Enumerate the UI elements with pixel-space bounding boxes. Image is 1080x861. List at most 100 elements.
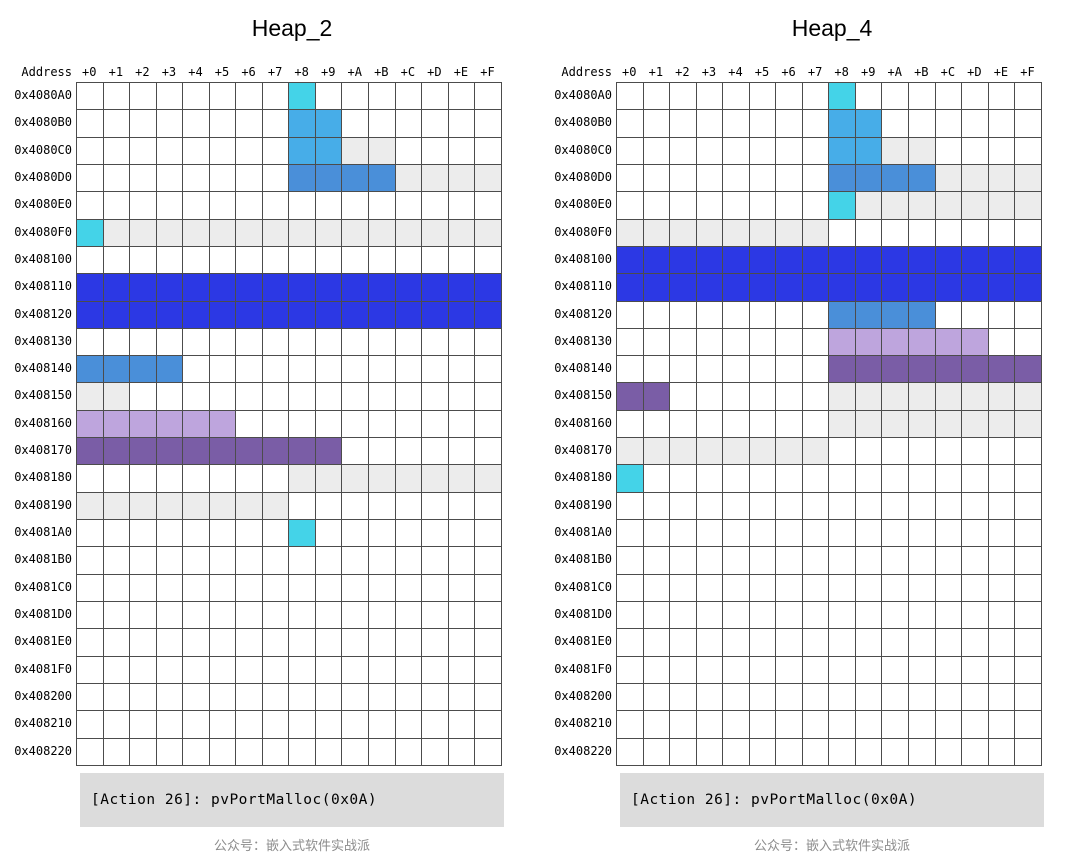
- heap-cell: [935, 110, 963, 138]
- heap-cell: [342, 83, 370, 111]
- panel-title: Heap_4: [791, 15, 873, 41]
- heap-cell: [802, 301, 830, 329]
- heap-cell: [935, 246, 963, 275]
- heap-cell: [475, 465, 502, 493]
- heap-cell: [643, 274, 671, 302]
- heap-cell: [617, 465, 644, 493]
- heap-cell: [1015, 110, 1042, 138]
- heap-cell: [670, 547, 697, 575]
- heap-cell: [369, 219, 396, 247]
- heap-cell: [130, 383, 157, 411]
- heap-cell: [262, 110, 290, 138]
- heap-cell: [103, 711, 131, 739]
- heap-cell: [422, 601, 449, 630]
- heap-cell: [422, 574, 449, 602]
- heap-cell: [802, 328, 830, 357]
- heap-cell: [236, 438, 263, 466]
- heap-cell: [209, 219, 237, 247]
- row-address-label: 0x4081A0: [554, 525, 612, 539]
- heap-cell: [829, 711, 856, 739]
- column-header: +B: [914, 65, 929, 79]
- heap-cell: [315, 246, 343, 275]
- grid-header-row: Address +0 +1 +2 +3 +4 +5 +6 +7 +8 +9 +A +B +C +D +E +F: [540, 62, 1080, 82]
- heap-cell: [643, 601, 671, 630]
- heap-cell: [103, 356, 131, 384]
- heap-cell: [723, 246, 750, 275]
- heap-cell: [395, 492, 423, 520]
- heap-cell: [723, 137, 750, 165]
- heap-cell: [829, 683, 856, 712]
- heap-cell: [289, 711, 316, 739]
- heap-cell: [236, 738, 263, 766]
- heap-cell: [988, 410, 1016, 439]
- heap-cell: [209, 110, 237, 138]
- heap-cell: [749, 574, 777, 602]
- heap-cell: [723, 601, 750, 630]
- heap-cell: [422, 83, 449, 111]
- heap-cell: [183, 383, 210, 411]
- column-header: +D: [427, 65, 442, 79]
- column-header: +B: [374, 65, 389, 79]
- heap-cell: [829, 301, 856, 329]
- heap-cell: [749, 547, 777, 575]
- heap-cell: [156, 301, 184, 329]
- heap-cell: [342, 301, 370, 329]
- heap-cell: [369, 465, 396, 493]
- heap-cell: [183, 246, 210, 275]
- heap-cell: [183, 192, 210, 220]
- heap-cell: [315, 356, 343, 384]
- heap-cell: [209, 356, 237, 384]
- heap-cell: [77, 492, 104, 520]
- heap-cell: [342, 465, 370, 493]
- heap-cell: [723, 520, 750, 548]
- heap-cell: [909, 110, 936, 138]
- heap-cell: [369, 656, 396, 684]
- heap-cell: [776, 301, 803, 329]
- heap-cell: [369, 629, 396, 657]
- heap-cell: [262, 274, 290, 302]
- heap-cell: [829, 219, 856, 247]
- heap-cell: [829, 383, 856, 411]
- heap-cell: [422, 110, 449, 138]
- heap-cell: [962, 601, 989, 630]
- heap-cell: [829, 137, 856, 165]
- heap-cell: [395, 547, 423, 575]
- column-header: +2: [675, 65, 690, 79]
- heap-cell: [829, 110, 856, 138]
- heap-cell: [882, 520, 910, 548]
- heap-cell: [855, 192, 883, 220]
- heap-cell: [802, 547, 830, 575]
- row-address-label: 0x4080A0: [554, 88, 612, 102]
- heap-cell: [909, 438, 936, 466]
- heap-cell: [209, 492, 237, 520]
- heap-cell: [1015, 656, 1042, 684]
- heap-cell: [776, 192, 803, 220]
- heap-cell: [262, 438, 290, 466]
- heap-cell: [988, 465, 1016, 493]
- heap-cell: [342, 383, 370, 411]
- heap-cell: [696, 110, 724, 138]
- heap-cell: [315, 274, 343, 302]
- heap-cell: [617, 328, 644, 357]
- heap-cell: [1015, 274, 1042, 302]
- heap-cell: [289, 438, 316, 466]
- heap-cell: [617, 683, 644, 712]
- heap-cell: [749, 301, 777, 329]
- column-header: +9: [320, 65, 336, 79]
- heap-cell: [475, 629, 502, 657]
- heap-cell: [962, 164, 989, 193]
- heap-cell: [262, 738, 290, 766]
- heap-cell: [448, 711, 476, 739]
- heap-cell: [855, 356, 883, 384]
- heap-cell: [262, 629, 290, 657]
- heap-cell: [395, 110, 423, 138]
- heap-cell: [315, 410, 343, 439]
- heap-cell: [77, 465, 104, 493]
- heap-cell: [617, 438, 644, 466]
- heap-cell: [696, 356, 724, 384]
- heap-cell: [369, 83, 396, 111]
- heap-cell: [395, 246, 423, 275]
- heap-cell: [448, 410, 476, 439]
- heap-cell: [315, 629, 343, 657]
- heap-cell: [962, 465, 989, 493]
